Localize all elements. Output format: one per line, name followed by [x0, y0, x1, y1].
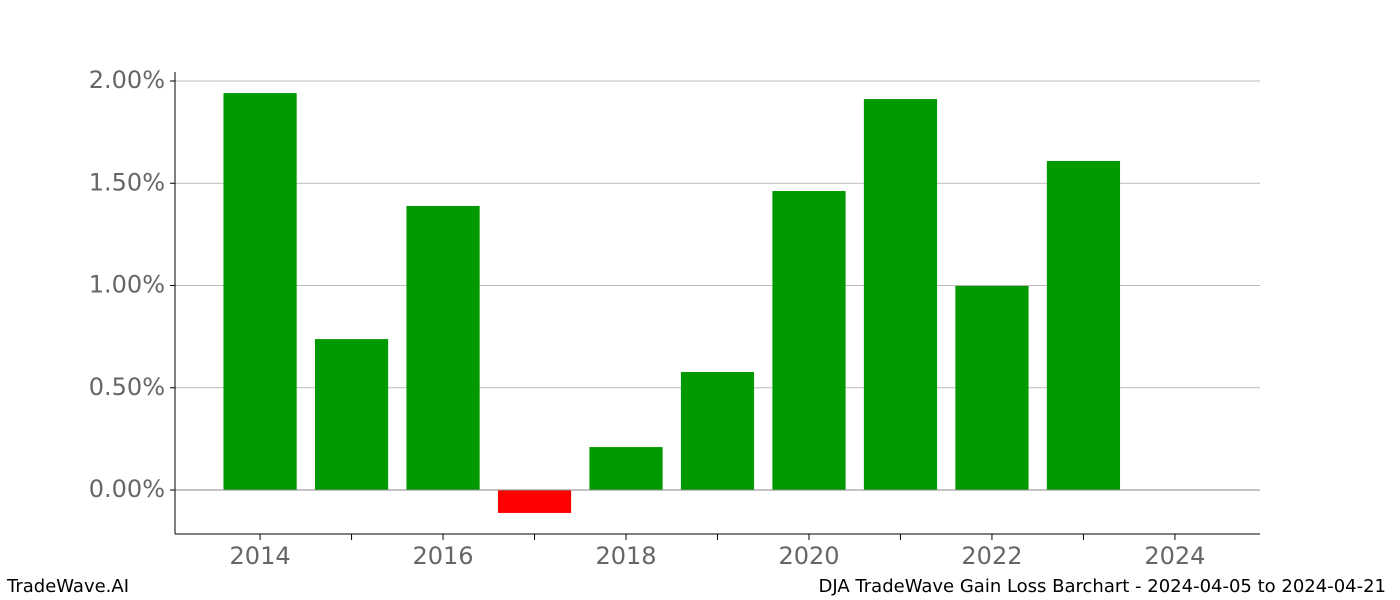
bar	[863, 98, 938, 491]
x-tick-label: 2016	[413, 542, 474, 570]
bar	[955, 285, 1029, 491]
bar	[772, 191, 846, 491]
x-tick-label: 2024	[1144, 542, 1205, 570]
y-tick-label: 2.00%	[89, 66, 165, 94]
footer-right: DJA TradeWave Gain Loss Barchart - 2024-…	[819, 576, 1386, 597]
y-tick-label: 0.50%	[89, 373, 165, 401]
y-tick-label: 1.50%	[89, 168, 165, 196]
x-tick-label: 2014	[230, 542, 291, 570]
bar	[589, 447, 663, 491]
y-tick-label: 1.00%	[89, 271, 165, 299]
y-tick-label: 0.00%	[89, 475, 165, 503]
bar	[680, 372, 755, 491]
x-tick-label: 2022	[961, 542, 1022, 570]
x-tick-label: 2018	[595, 542, 656, 570]
bar	[406, 205, 480, 491]
bar	[314, 339, 389, 491]
footer-left: TradeWave.AI	[6, 576, 129, 597]
bar	[1046, 160, 1121, 491]
bar	[223, 93, 297, 491]
x-tick-label: 2020	[778, 542, 839, 570]
bar	[497, 490, 572, 513]
